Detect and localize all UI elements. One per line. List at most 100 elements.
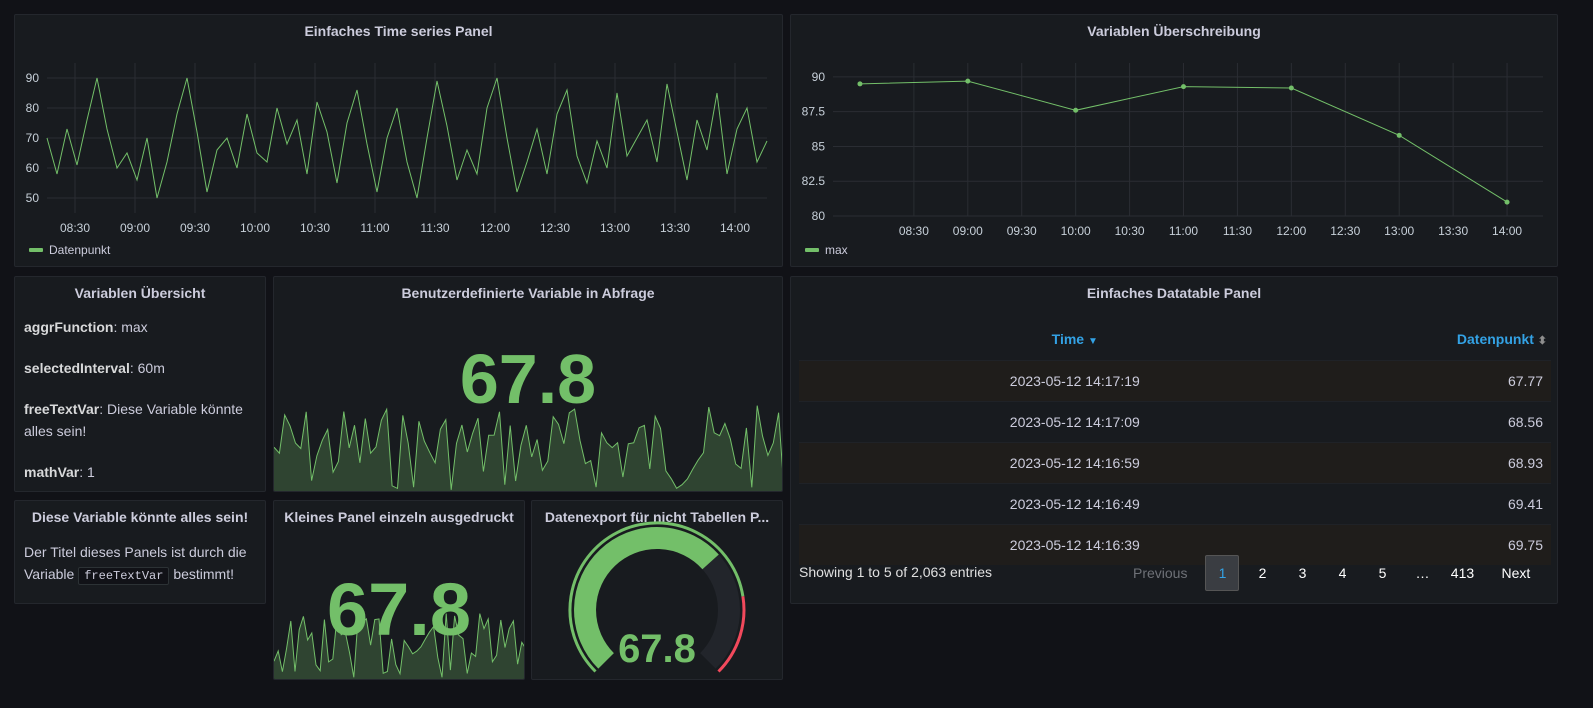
page-button-1[interactable]: 1 <box>1205 555 1240 591</box>
table-row[interactable]: 2023-05-12 14:17:19 67.77 <box>799 360 1551 402</box>
x-tick-label: 11:00 <box>1169 224 1198 238</box>
timeseries-chart[interactable]: 50 60 70 80 90 08:30 09:00 09:30 10:00 10:30 11:00… <box>15 15 783 267</box>
variable-key: freeTextVar <box>24 401 100 417</box>
legend-swatch <box>805 248 819 252</box>
variable-value: : 1 <box>79 464 95 480</box>
variable-aggr: aggrFunction: max <box>24 316 255 338</box>
page-button-2[interactable]: 2 <box>1258 565 1267 581</box>
page-button-4[interactable]: 4 <box>1338 565 1347 581</box>
y-tick-label: 87.5 <box>802 105 826 119</box>
table-info: Showing 1 to 5 of 2,063 entries <box>799 564 993 580</box>
small-stat-panel: Kleines Panel einzeln ausgedruckt 67.8 <box>273 500 525 680</box>
data-point <box>965 78 971 84</box>
column-header-datenpunkt[interactable]: Datenpunkt ⬍ <box>1456 331 1547 347</box>
x-tick-label: 09:30 <box>180 221 210 235</box>
variables-overview-panel: Variablen Übersicht aggrFunction: max se… <box>14 276 266 492</box>
variable-override-panel: Variablen Überschreibung 80 82.5 85 87.5 90 0… <box>790 14 1558 267</box>
y-tick-label: 70 <box>26 131 40 145</box>
cell-value: 69.75 <box>1296 524 1551 565</box>
x-tick-label: 08:30 <box>899 224 929 238</box>
x-tick-label: 10:00 <box>240 221 270 235</box>
y-tick-label: 90 <box>812 70 826 84</box>
stat-value: 67.8 <box>326 568 472 651</box>
page-button-3[interactable]: 3 <box>1298 565 1307 581</box>
column-header-time[interactable]: Time ▼ <box>1051 331 1098 347</box>
sort-icon: ⬍ <box>1537 335 1547 347</box>
series-line <box>46 77 768 199</box>
cell-value: 67.77 <box>1296 360 1551 402</box>
cell-value: 68.93 <box>1296 442 1551 484</box>
x-tick-label: 10:00 <box>1061 224 1091 238</box>
variable-value: : max <box>113 319 148 335</box>
legend[interactable]: max <box>805 243 848 257</box>
legend-label: Datenpunkt <box>49 243 111 257</box>
x-tick-label: 12:30 <box>540 221 570 235</box>
x-tick-label: 10:30 <box>1115 224 1145 238</box>
sparkline-area <box>274 405 782 491</box>
y-tick-label: 60 <box>26 161 40 175</box>
table-row[interactable]: 2023-05-12 14:17:09 68.56 <box>799 401 1551 443</box>
x-tick-label: 11:30 <box>1223 224 1252 238</box>
gauge-threshold-green <box>568 521 745 673</box>
panel-title[interactable]: Einfaches Datatable Panel <box>1086 285 1262 301</box>
y-tick-label: 82.5 <box>802 174 826 188</box>
y-tick-label: 90 <box>26 71 40 85</box>
variable-value: : 60m <box>129 360 165 376</box>
page-ellipsis: … <box>1415 565 1430 581</box>
panel-title[interactable]: Variablen Übersicht <box>74 285 206 301</box>
cell-time: 2023-05-12 14:16:49 <box>799 483 1297 525</box>
x-tick-label: 09:00 <box>953 224 983 238</box>
stat-value: 67.8 <box>459 340 597 418</box>
custom-variable-stat-panel: Benutzerdefinierte Variable in Abfrage 6… <box>273 276 783 492</box>
legend-label: max <box>825 243 848 257</box>
x-tick-label: 14:00 <box>720 221 750 235</box>
gauge-value: 67.8 <box>618 627 696 671</box>
sparkline-line <box>274 613 524 678</box>
data-point <box>1073 107 1079 113</box>
gauge-fill <box>574 527 719 669</box>
next-page-button[interactable]: Next <box>1501 565 1531 581</box>
variable-interval: selectedInterval: 60m <box>24 357 255 379</box>
x-tick-label: 13:30 <box>660 221 690 235</box>
x-tick-label: 13:00 <box>600 221 630 235</box>
cell-value: 69.41 <box>1296 483 1551 525</box>
override-chart[interactable]: 80 82.5 85 87.5 90 08:30 09:00 09:30 10:00 10:30 1… <box>791 15 1558 267</box>
sparkline-area <box>274 613 524 679</box>
data-point <box>1396 132 1402 138</box>
x-tick-label: 08:30 <box>60 221 90 235</box>
table-row[interactable]: 2023-05-12 14:16:59 68.93 <box>799 442 1551 484</box>
x-tick-label: 09:00 <box>120 221 150 235</box>
page-button-5[interactable]: 5 <box>1378 565 1387 581</box>
previous-page-button[interactable]: Previous <box>1133 565 1188 581</box>
table-row[interactable]: 2023-05-12 14:16:49 69.41 <box>799 483 1551 525</box>
x-tick-label: 10:30 <box>300 221 330 235</box>
legend-swatch <box>29 248 43 252</box>
variable-key: aggrFunction <box>24 319 114 335</box>
pagination: Previous 1 2 3 4 5 … 413 Next <box>1119 555 1544 591</box>
cell-time: 2023-05-12 14:16:59 <box>799 442 1297 484</box>
y-tick-label: 85 <box>812 139 826 153</box>
data-table: Time ▼ Datenpunkt ⬍ 2023-05-12 14:17:19 6… <box>799 318 1551 565</box>
x-tick-label: 11:00 <box>360 221 389 235</box>
data-point <box>1288 85 1294 91</box>
variable-key: mathVar <box>24 464 80 480</box>
sparkline <box>274 613 524 679</box>
data-point <box>857 81 863 87</box>
table-header: Time ▼ Datenpunkt ⬍ <box>799 318 1551 361</box>
legend[interactable]: Datenpunkt <box>29 243 110 257</box>
x-tick-label: 14:00 <box>1492 224 1522 238</box>
free-text-panel: Diese Variable könnte alles sein! Der Ti… <box>14 500 266 604</box>
page-button-413[interactable]: 413 <box>1450 565 1475 581</box>
panel-title[interactable]: Diese Variable könnte alles sein! <box>31 509 249 525</box>
text-after: bestimmt! <box>169 566 235 582</box>
y-tick-label: 80 <box>812 209 826 223</box>
x-tick-label: 12:00 <box>1276 224 1306 238</box>
timeseries-panel: Einfaches Time series Panel 50 60 70 80 90 08… <box>14 14 783 267</box>
sparkline <box>274 405 782 491</box>
sparkline-line <box>274 405 782 490</box>
text-before: Der Titel dieses Panels ist durch die Va… <box>24 544 247 582</box>
gauge-threshold-red <box>717 596 746 673</box>
variable-key: selectedInterval <box>24 360 130 376</box>
sort-desc-icon: ▼ <box>1087 336 1098 347</box>
x-tick-label: 12:00 <box>480 221 510 235</box>
